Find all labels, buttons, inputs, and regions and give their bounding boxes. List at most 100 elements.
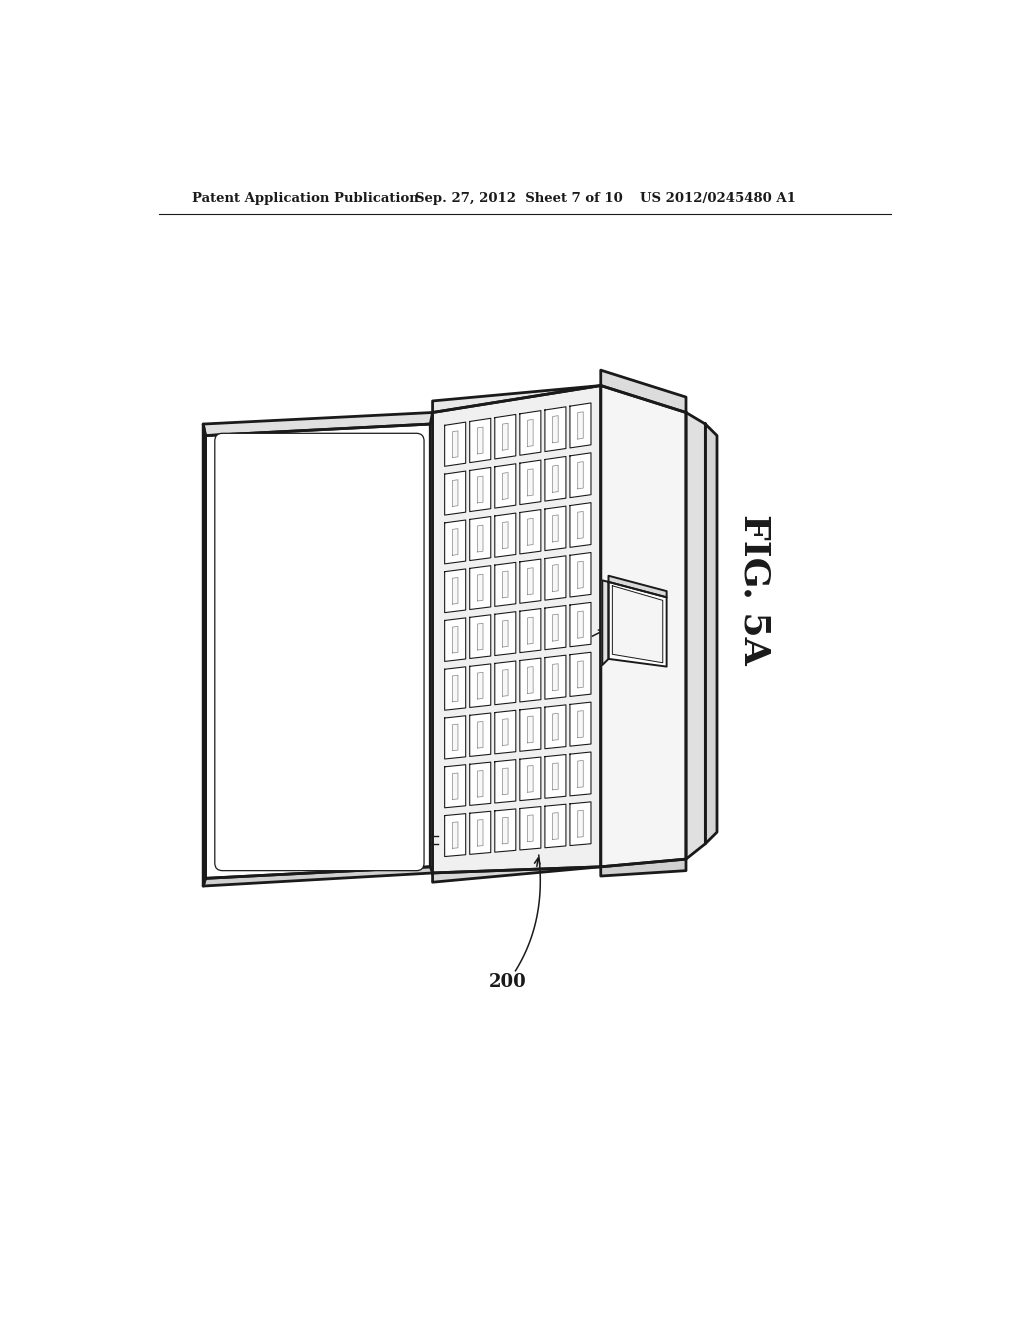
Polygon shape [444,422,466,466]
Polygon shape [570,752,591,796]
Polygon shape [520,807,541,850]
Polygon shape [553,416,558,442]
Polygon shape [453,430,458,458]
Polygon shape [444,764,466,808]
Polygon shape [470,762,490,805]
Polygon shape [545,457,566,502]
Polygon shape [608,576,667,598]
Polygon shape [578,511,584,539]
Text: 200: 200 [488,973,526,991]
Polygon shape [503,768,508,795]
Polygon shape [527,814,534,842]
Polygon shape [495,661,516,705]
Polygon shape [570,602,591,647]
Polygon shape [545,506,566,550]
Polygon shape [477,525,483,552]
Polygon shape [570,652,591,697]
Polygon shape [601,370,686,412]
Polygon shape [527,469,534,496]
Polygon shape [570,403,591,447]
Polygon shape [601,859,686,876]
Polygon shape [444,715,466,759]
Polygon shape [570,503,591,548]
Polygon shape [545,606,566,649]
Polygon shape [444,813,466,857]
Polygon shape [578,412,584,440]
Polygon shape [453,479,458,507]
Polygon shape [477,672,483,700]
Polygon shape [578,462,584,488]
Polygon shape [503,424,508,450]
Polygon shape [432,867,601,882]
Polygon shape [545,804,566,847]
Polygon shape [453,822,458,849]
Polygon shape [553,813,558,840]
Polygon shape [608,582,667,667]
Polygon shape [545,556,566,601]
Polygon shape [553,614,558,642]
Polygon shape [470,615,490,659]
Polygon shape [520,758,541,801]
Polygon shape [503,669,508,696]
Polygon shape [470,812,490,854]
Polygon shape [520,560,541,603]
Polygon shape [495,513,516,557]
Polygon shape [570,702,591,746]
Polygon shape [553,664,558,690]
Polygon shape [520,411,541,455]
Polygon shape [203,424,206,886]
Polygon shape [545,655,566,700]
Polygon shape [520,708,541,751]
Text: FIG. 5A: FIG. 5A [737,515,771,665]
Polygon shape [570,801,591,846]
Polygon shape [503,521,508,549]
Polygon shape [527,715,534,743]
Polygon shape [495,710,516,754]
Polygon shape [470,664,490,708]
Polygon shape [495,809,516,853]
Polygon shape [686,412,706,859]
Polygon shape [470,516,490,561]
Polygon shape [706,424,717,843]
Polygon shape [477,623,483,649]
Polygon shape [453,627,458,653]
Polygon shape [477,574,483,601]
Text: Sep. 27, 2012  Sheet 7 of 10: Sep. 27, 2012 Sheet 7 of 10 [415,191,623,205]
Polygon shape [545,407,566,451]
Polygon shape [470,467,490,512]
Polygon shape [477,477,483,503]
Polygon shape [601,385,686,867]
Polygon shape [453,578,458,605]
Polygon shape [553,713,558,741]
Polygon shape [203,412,432,436]
Polygon shape [503,719,508,746]
Polygon shape [527,667,534,693]
Polygon shape [578,561,584,589]
Polygon shape [453,528,458,556]
Polygon shape [527,519,534,545]
Polygon shape [570,553,591,597]
Polygon shape [527,766,534,792]
Polygon shape [444,520,466,564]
Polygon shape [432,385,601,873]
Polygon shape [520,659,541,702]
Polygon shape [520,461,541,504]
Polygon shape [503,473,508,499]
Polygon shape [503,572,508,598]
Polygon shape [495,463,516,508]
Polygon shape [527,618,534,644]
Polygon shape [432,385,601,412]
Polygon shape [578,710,584,738]
Polygon shape [477,428,483,454]
Polygon shape [553,763,558,789]
Polygon shape [527,420,534,446]
Polygon shape [203,867,432,886]
Polygon shape [570,453,591,498]
Polygon shape [477,820,483,846]
FancyBboxPatch shape [215,433,424,871]
Polygon shape [520,510,541,554]
Polygon shape [453,725,458,751]
Polygon shape [495,759,516,803]
Polygon shape [495,562,516,606]
Polygon shape [503,620,508,647]
